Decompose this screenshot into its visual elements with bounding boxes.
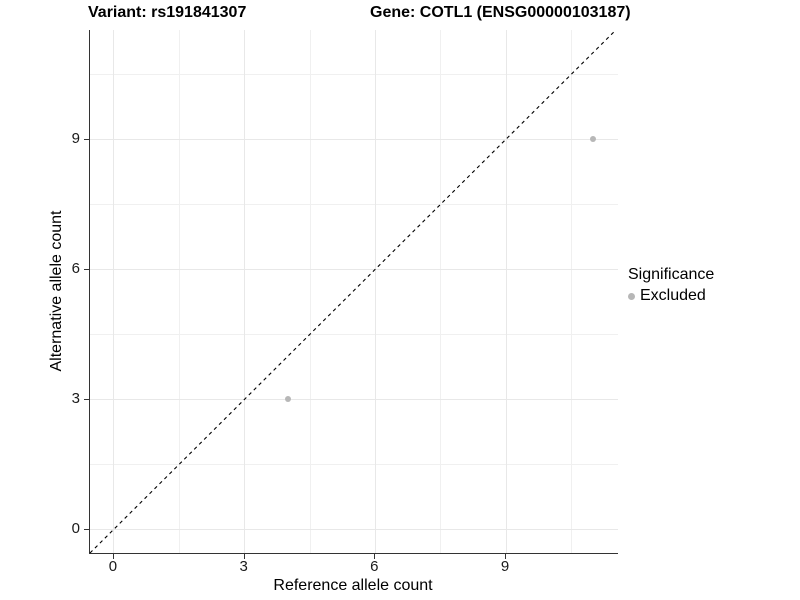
x-tick-label: 3 (239, 558, 248, 575)
data-point (590, 136, 597, 143)
gridline-y-minor (90, 333, 618, 335)
y-tick-label: 6 (71, 260, 80, 278)
identity-reference-line (89, 29, 617, 554)
gridline-x-major (244, 30, 246, 553)
x-axis-title: Reference allele count (273, 577, 433, 594)
y-tick-label: 0 (71, 520, 80, 538)
y-axis-tick (84, 139, 89, 141)
x-axis-tick (243, 554, 245, 559)
plot-title-variant: Variant: rs191841307 (88, 4, 247, 21)
gridline-x-minor (570, 30, 572, 553)
y-tick-label: 3 (71, 390, 80, 408)
gridline-y-major (90, 398, 618, 400)
gridline-x-minor (178, 30, 180, 553)
plot-title-gene: Gene: COTL1 (ENSG00000103187) (370, 4, 631, 21)
x-axis-tick (374, 554, 376, 559)
data-point (285, 396, 292, 403)
gridline-x-major (374, 30, 376, 553)
legend-point-icon (628, 292, 635, 300)
gridline-x-major (113, 30, 115, 553)
x-axis-tick (505, 554, 507, 559)
x-tick-label: 9 (500, 558, 510, 575)
legend-title: Significance (628, 266, 715, 283)
gridline-x-minor (440, 30, 442, 553)
gridline-x-major (505, 30, 507, 553)
legend: Significance Excluded (628, 266, 714, 305)
y-axis-title: Alternative allele count (48, 210, 65, 372)
x-tick-label: 6 (370, 558, 379, 575)
gridline-y-major (90, 268, 618, 270)
x-axis-tick (112, 554, 114, 559)
legend-item-label: Excluded (640, 287, 706, 304)
gridline-y-minor (90, 73, 618, 75)
y-tick-label: 9 (71, 130, 80, 148)
gridline-y-minor (90, 203, 618, 205)
y-axis-tick (84, 529, 89, 531)
gridline-y-major (90, 528, 618, 530)
gridline-x-minor (309, 30, 311, 553)
y-axis-tick (84, 399, 89, 401)
y-axis-tick (84, 269, 89, 271)
plot-panel (89, 29, 618, 554)
gridline-y-major (90, 138, 618, 140)
gridline-y-minor (90, 463, 618, 465)
x-tick-label: 0 (108, 558, 118, 575)
legend-item-excluded: Excluded (628, 287, 714, 305)
